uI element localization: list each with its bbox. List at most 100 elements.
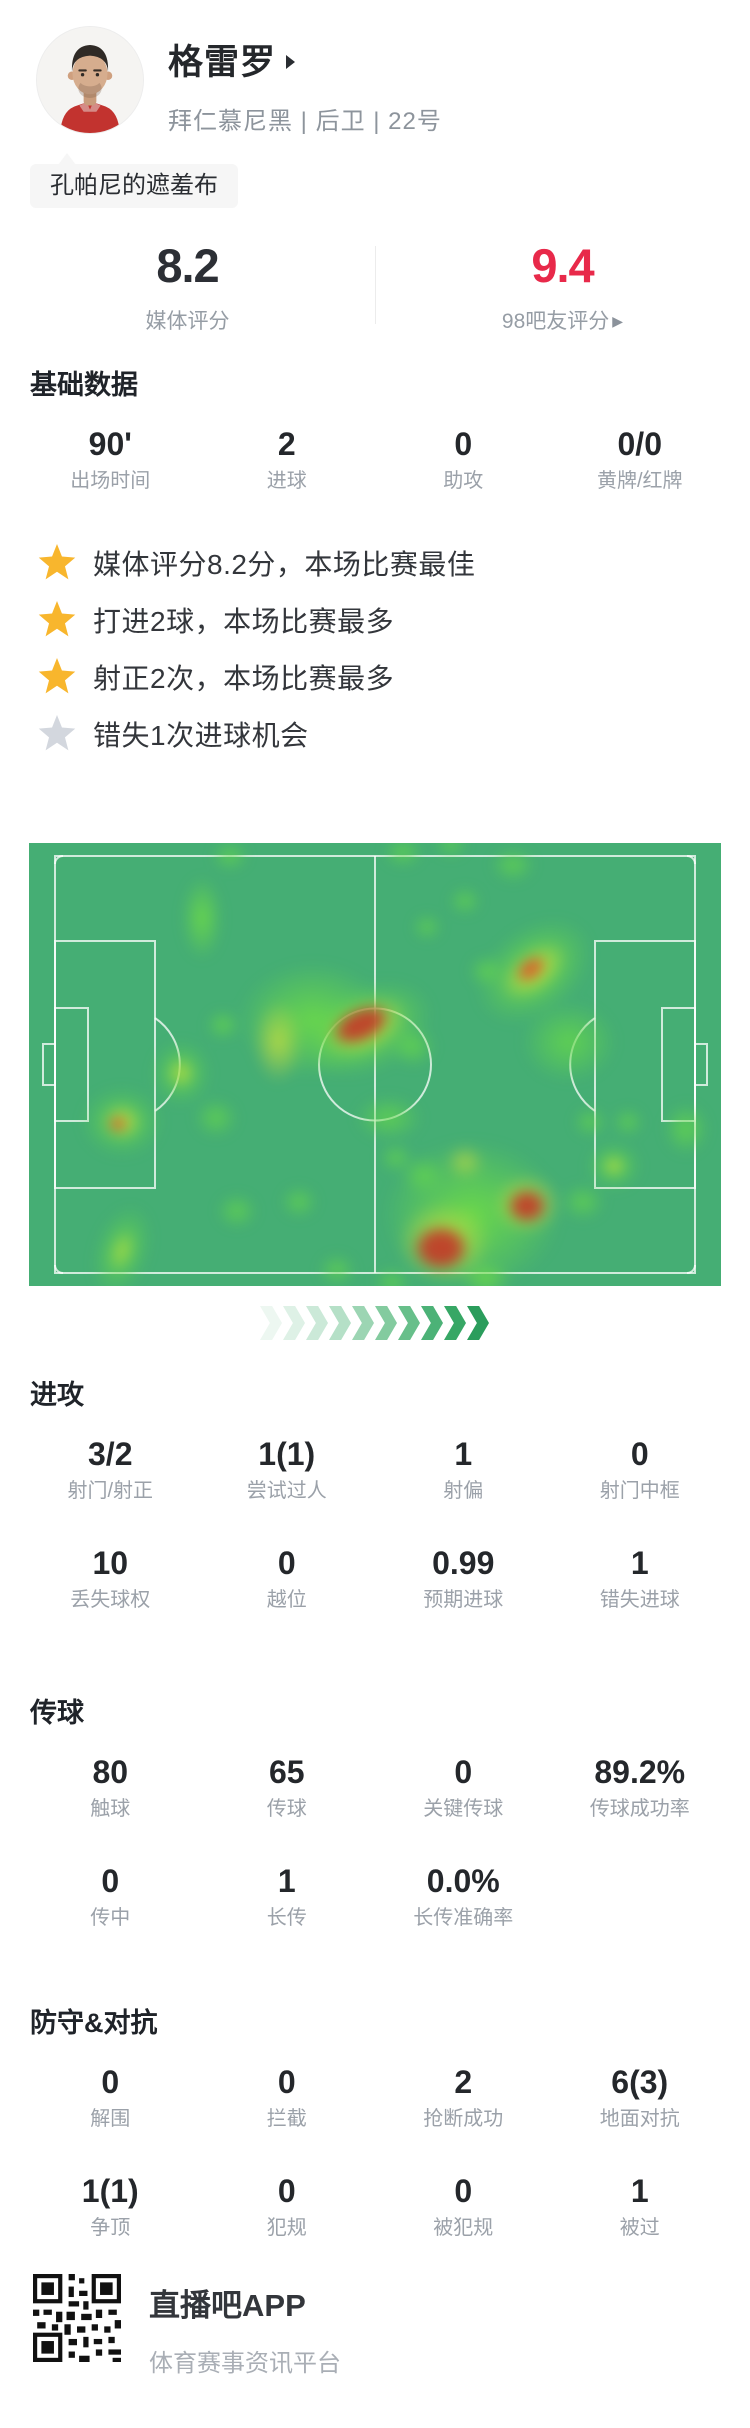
basic-stats-grid: 90' 出场时间 2 进球 0 助攻 0/0 黄牌/红牌 [0,428,750,493]
chevron-right-icon [352,1306,374,1340]
stat-value: 6(3) [611,2064,669,2100]
gray-star-icon [38,715,76,751]
stat-value: 90' [88,426,132,462]
stat-value: 1 [277,1863,296,1899]
stat-cell: 0 传中 [22,1865,199,1930]
stat-label: 预期进球 [423,1589,504,1611]
stat-value: 0 [277,2064,296,2100]
stat-cell: 1 射偏 [375,1438,552,1503]
app-tagline: 体育赛事资讯平台 [149,2350,341,2377]
passing-stats-row2: 0 传中 1 长传 0.0% 长传准确率 [0,1865,750,1930]
highlight-item: 打进2球，本场比赛最多 [38,600,750,640]
stat-value: 0 [454,1754,473,1790]
stat-label: 犯规 [266,2217,307,2239]
highlight-item: 射正2次，本场比赛最多 [38,657,750,697]
stat-label: 长传 [266,1907,307,1929]
stat-label: 进球 [266,470,307,492]
stat-cell: 1 长传 [199,1865,376,1930]
stat-cell: 0.0% 长传准确率 [375,1865,552,1930]
stat-value: 2 [454,2064,473,2100]
player-avatar[interactable] [36,26,144,134]
section-defense: 防守&对抗 0 解围 0 拦截 2 抢断成功 6(3) 地面对抗 1(1) 争顶 0 犯规 … [0,2006,750,2240]
chevron-right-icon [375,1306,397,1340]
media-rating-value: 8.2 [156,239,219,292]
stat-label: 射门中框 [599,1480,680,1502]
stat-value: 1 [630,2173,649,2209]
stat-label: 触球 [90,1798,131,1820]
section-heading-attack: 进攻 [30,1380,84,1410]
highlights-list: 媒体评分8.2分，本场比赛最佳 打进2球，本场比赛最多 射正2次，本场比赛最多 … [38,543,750,754]
stat-cell: 0 解围 [22,2066,199,2131]
stat-value: 0 [277,2173,296,2209]
stat-label: 黄牌/红牌 [596,470,683,492]
fan-rating-arrow-icon[interactable]: ▶ [612,313,624,329]
stat-label: 被过 [619,2217,660,2239]
section-passing: 传球 80 触球 65 传球 0 关键传球 89.2% 传球成功率 0 传中 1 长传 0.… [0,1696,750,1930]
chevron-right-icon [329,1306,351,1340]
chevron-right-icon [260,1306,282,1340]
stat-value: 3/2 [88,1436,133,1472]
stat-value: 1 [454,1436,473,1472]
passing-stats-row1: 80 触球 65 传球 0 关键传球 89.2% 传球成功率 [0,1756,750,1821]
stat-value: 1(1) [81,2173,139,2209]
name-arrow-icon[interactable] [286,54,296,69]
player-tag-bubble[interactable]: 孔帕尼的遮羞布 [30,153,238,208]
stat-label: 传中 [90,1907,131,1929]
stat-label: 传球成功率 [589,1798,690,1820]
highlight-text: 错失1次进球机会 [93,720,309,751]
stat-cell: 0 被犯规 [375,2175,552,2240]
ratings-panel: 8.2 媒体评分 9.4 98吧友评分 ▶ [0,242,750,332]
section-heading-basic: 基础数据 [30,370,138,400]
player-avatar-illustration [37,27,143,133]
stat-label: 出场时间 [70,470,151,492]
player-name-row[interactable]: 格雷罗 [168,34,442,85]
stat-cell: 90' 出场时间 [22,428,199,493]
stat-cell: 0 犯规 [199,2175,376,2240]
stat-value: 89.2% [594,1754,686,1790]
gold-star-icon [38,658,76,694]
stat-value: 0.99 [432,1545,495,1581]
fan-rating[interactable]: 9.4 98吧友评分 ▶ [375,242,750,332]
stat-cell: 2 进球 [199,428,376,493]
fan-rating-label: 98吧友评分 ▶ [501,310,624,333]
stat-value: 0 [101,1863,120,1899]
chevron-right-icon [398,1306,420,1340]
stat-label: 争顶 [90,2217,131,2239]
stat-cell: 0.99 预期进球 [375,1547,552,1612]
media-rating-label: 媒体评分 [145,310,230,333]
stat-cell: 1 错失进球 [552,1547,729,1612]
stat-value: 10 [92,1545,129,1581]
heatmap-blobs [29,843,721,1286]
stat-value: 0 [454,2173,473,2209]
stat-label: 射门/射正 [67,1480,154,1502]
stat-label: 错失进球 [599,1589,680,1611]
app-footer: 直播吧APP 体育赛事资讯平台 [33,2274,750,2428]
stat-value: 1(1) [258,1436,316,1472]
stat-label: 丢失球权 [70,1589,151,1611]
gold-star-icon [38,544,76,580]
app-name: 直播吧APP [149,2288,306,2323]
defense-stats-row2: 1(1) 争顶 0 犯规 0 被犯规 1 被过 [0,2175,750,2240]
stat-value: 0 [101,2064,120,2100]
player-team-info: 拜仁慕尼黑 | 后卫 | 22号 [168,108,442,135]
stat-cell: 65 传球 [199,1756,376,1821]
stat-value: 0 [630,1436,649,1472]
stat-cell: 6(3) 地面对抗 [552,2066,729,2131]
stat-label: 助攻 [443,470,484,492]
stat-value: 2 [277,426,296,462]
player-header-text: 格雷罗 拜仁慕尼黑 | 后卫 | 22号 [168,26,442,136]
stat-label: 解围 [90,2108,131,2130]
stat-label: 射偏 [443,1480,484,1502]
stat-cell: 89.2% 传球成功率 [552,1756,729,1821]
media-rating: 8.2 媒体评分 [0,242,375,332]
chevron-right-icon [421,1306,443,1340]
rating-divider [375,246,376,324]
stat-value: 0.0% [426,1863,500,1899]
stat-cell: 0 越位 [199,1547,376,1612]
highlight-item: 错失1次进球机会 [38,714,750,754]
chevron-progress [0,1306,750,1340]
defense-stats-row1: 0 解围 0 拦截 2 抢断成功 6(3) 地面对抗 [0,2066,750,2131]
stat-cell: 80 触球 [22,1756,199,1821]
heatmap-pitch [29,843,721,1286]
